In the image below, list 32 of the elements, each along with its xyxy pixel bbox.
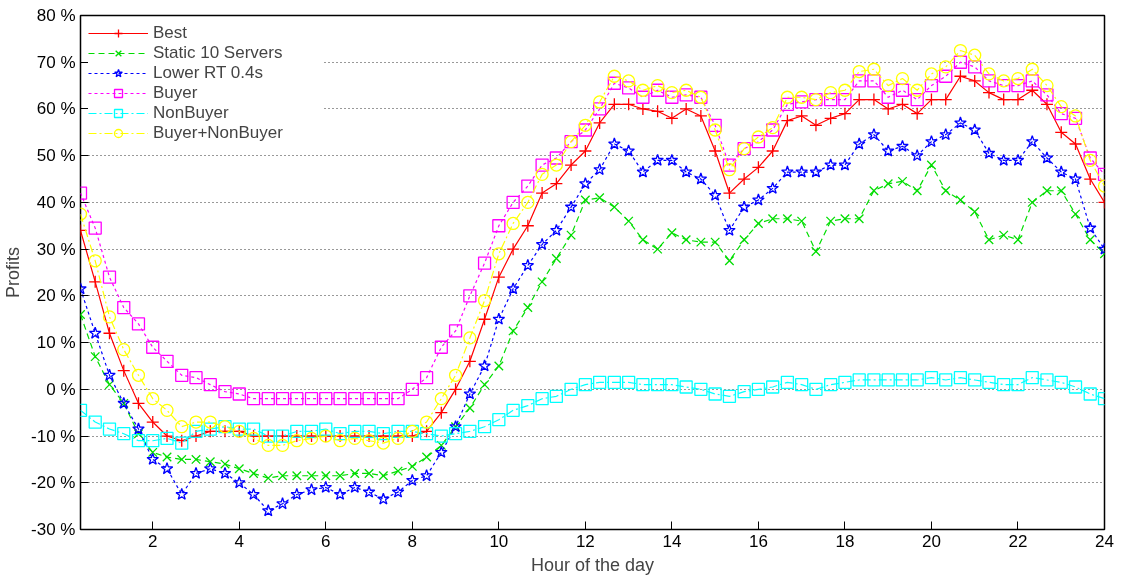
x-tick-label: 4 <box>234 531 245 551</box>
x-axis-title: Hour of the day <box>530 554 655 575</box>
x-tick-label: 12 <box>575 531 595 551</box>
legend-label: Buyer <box>153 83 199 103</box>
y-tick-label: 0 % <box>46 379 76 399</box>
x-tick-label: 8 <box>407 531 418 551</box>
legend-label: NonBuyer <box>153 103 230 123</box>
x-tick-label: 14 <box>662 531 682 551</box>
y-tick-label: 70 % <box>36 52 76 72</box>
x-tick-label: 20 <box>922 531 941 551</box>
legend-label: Lower RT 0.4s <box>153 63 264 83</box>
y-tick-label: -30 % <box>31 520 76 539</box>
y-tick-label: -20 % <box>31 473 76 493</box>
y-tick-label: 10 % <box>36 333 76 353</box>
y-tick-label: -10 % <box>31 426 76 446</box>
x-tick-label: 10 <box>489 531 509 551</box>
x-tick-label: 16 <box>748 531 768 551</box>
y-tick-label: 50 % <box>36 146 76 166</box>
x-tick-label: 18 <box>835 531 855 551</box>
x-tick-label: 2 <box>148 531 158 551</box>
x-tick-label: 6 <box>321 531 331 551</box>
y-axis-title: Profits <box>3 246 24 299</box>
x-tick-label: 22 <box>1008 531 1028 551</box>
y-tick-label: 80 % <box>36 6 76 25</box>
y-tick-label: 20 % <box>36 286 76 306</box>
y-tick-label: 30 % <box>36 239 76 259</box>
y-tick-label: 40 % <box>36 192 76 212</box>
y-tick-label: 60 % <box>36 99 76 119</box>
legend-label: Best <box>153 23 189 43</box>
x-tick-label: 24 <box>1095 531 1114 551</box>
legend-label: Static 10 Servers <box>153 43 284 63</box>
legend-label: Buyer+NonBuyer <box>153 123 284 143</box>
